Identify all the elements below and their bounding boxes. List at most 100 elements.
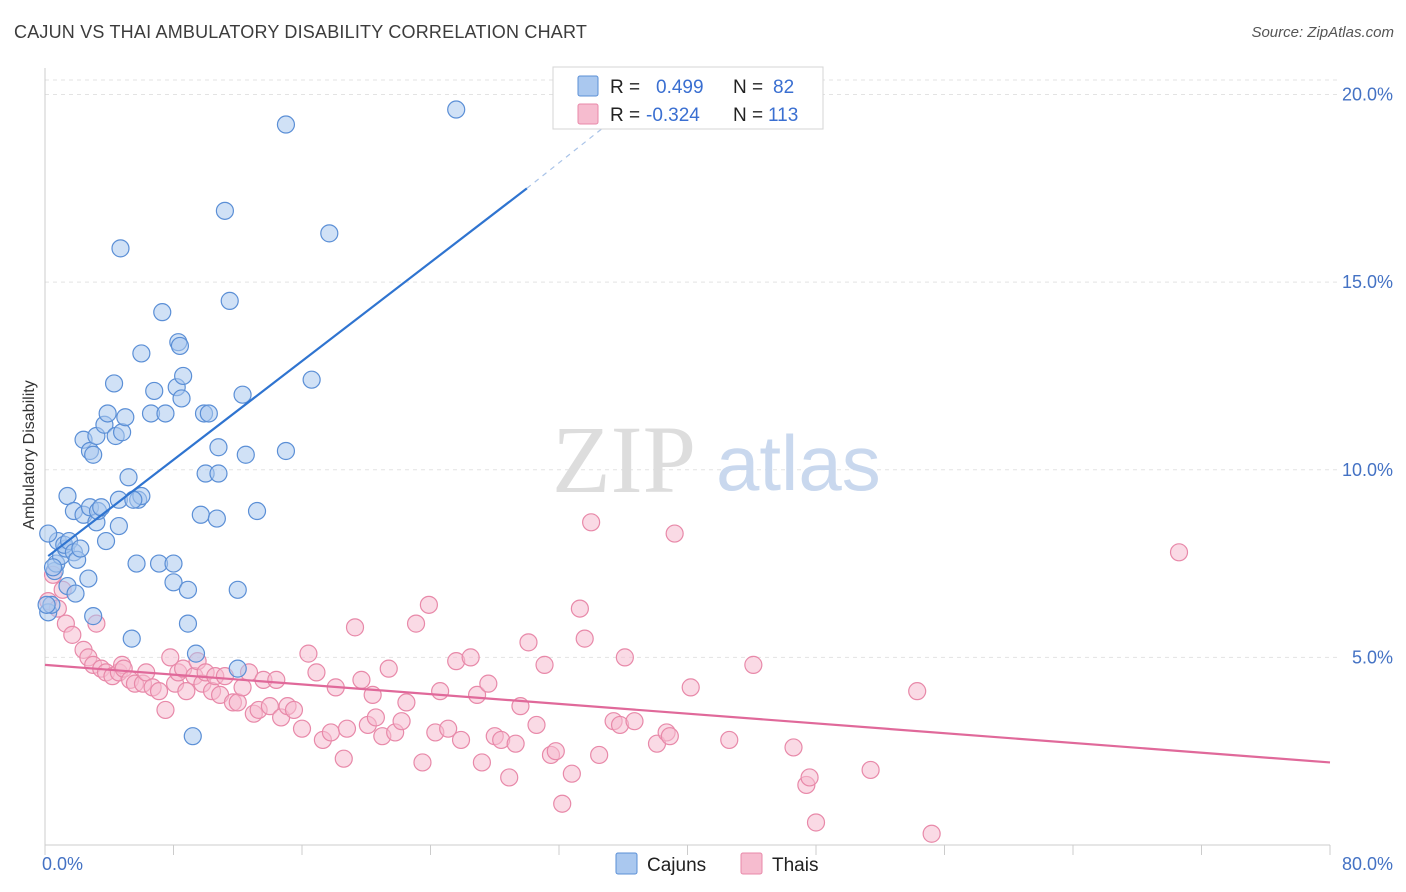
legend-n-value-cajun: 82 (773, 77, 794, 98)
y-tick-label-3: 20.0% (1342, 85, 1393, 105)
chart-title: CAJUN VS THAI AMBULATORY DISABILITY CORR… (14, 22, 588, 42)
thai-point-96 (615, 648, 634, 667)
cajun-point-59 (215, 201, 234, 220)
source-label: Source: ZipAtlas.com (1251, 24, 1394, 41)
y-tick-label-0: 5.0% (1352, 647, 1393, 667)
cajun-point-60 (220, 291, 239, 310)
legend-r-value-thai: -0.324 (646, 105, 700, 126)
thai-point-89 (562, 764, 581, 783)
cajun-point-34 (119, 468, 138, 487)
thai-point-50 (307, 663, 326, 682)
thai-point-109 (861, 760, 880, 780)
cajun-point-73 (178, 580, 198, 599)
thai-point-62 (379, 659, 398, 678)
cajun-point-50 (199, 404, 218, 423)
cajun-point-54 (236, 445, 255, 464)
x-tick-label-0: 0.0% (42, 854, 83, 874)
bottom-legend: Cajuns Thais (615, 852, 818, 876)
y-tick-label-1: 10.0% (1342, 460, 1393, 480)
thai-point-52 (321, 723, 341, 742)
thai-point-65 (397, 693, 416, 712)
thai-point-71 (439, 719, 458, 738)
thai-point-70 (431, 682, 450, 701)
cajun-point-61 (233, 385, 252, 404)
cajun-point-56 (207, 509, 226, 528)
watermark-zip: ZIP (552, 406, 696, 513)
thai-point-67 (413, 753, 432, 772)
cajun-point-21 (92, 498, 111, 517)
thai-point-112 (1169, 543, 1189, 562)
cajun-point-81 (43, 558, 63, 577)
thai-point-22 (156, 700, 175, 720)
cajun-point-71 (164, 554, 183, 573)
thai-point-66 (406, 614, 426, 633)
thai-point-84 (527, 715, 546, 735)
cajun-point-25 (84, 445, 103, 464)
thai-point-111 (922, 824, 941, 843)
thai-point-88 (553, 794, 572, 813)
legend-n-label-cajun: N = (733, 77, 763, 98)
cajun-point-27 (98, 404, 117, 423)
thai-point-81 (506, 734, 525, 753)
cajun-trend-extension (526, 124, 608, 189)
cajun-point-72 (164, 573, 183, 592)
grid (45, 79, 1338, 658)
legend: R = 0.499 N = 82 R = -0.324 N = 113 (552, 66, 824, 130)
cajun-point-77 (228, 659, 247, 678)
cajun-point-57 (247, 501, 267, 521)
watermark-atlas: atlas (716, 419, 881, 507)
thai-point-47 (284, 700, 304, 720)
cajun-point-31 (109, 516, 128, 536)
thai-point-102 (681, 678, 700, 697)
cajun-point-48 (174, 366, 193, 386)
cajun-point-51 (209, 438, 228, 457)
thai-trend-line (44, 663, 1331, 764)
cajun-point-66 (447, 100, 466, 119)
cajun-point-74 (228, 580, 247, 599)
cajun-point-58 (111, 239, 130, 258)
thai-point-103 (720, 730, 739, 750)
thai-point-97 (625, 712, 644, 731)
cajun-point-79 (37, 595, 56, 614)
legend-r-label-cajun: R = (610, 77, 640, 98)
cajun-point-80 (39, 524, 58, 543)
thai-point-105 (784, 738, 803, 757)
y-tick-labels: 5.0% 10.0% 15.0% 20.0% (1342, 85, 1393, 668)
cajun-point-14 (79, 569, 98, 588)
cajun-point-55 (191, 505, 210, 524)
thai-point-75 (467, 685, 487, 705)
thai-point-43 (260, 697, 279, 716)
bottom-legend-swatch-cajun (615, 852, 638, 875)
thai-point-60 (366, 708, 385, 727)
thai-point-55 (337, 719, 357, 738)
thai-point-64 (392, 712, 411, 731)
cajun-point-40 (132, 344, 151, 363)
cajun-point-78 (183, 727, 202, 746)
thai-point-68 (419, 595, 438, 614)
thai-point-27 (177, 682, 196, 701)
thai-point-23 (161, 648, 180, 667)
bottom-legend-label-cajun: Cajuns (647, 855, 706, 876)
cajun-point-37 (124, 490, 143, 509)
thai-point-56 (345, 618, 365, 637)
thai-point-77 (479, 674, 498, 693)
cajun-point-65 (276, 115, 296, 134)
cajun-point-53 (209, 464, 228, 483)
cajun-point-62 (276, 441, 296, 461)
legend-n-label-thai: N = (733, 105, 763, 126)
thai-point-87 (546, 742, 565, 761)
cajun-point-15 (58, 486, 77, 506)
legend-r-value-cajun: 0.499 (656, 77, 704, 98)
cajun-point-68 (122, 629, 141, 648)
y-tick-label-2: 15.0% (1342, 272, 1393, 292)
cajun-point-46 (170, 336, 190, 356)
cajun-point-38 (104, 374, 124, 393)
thai-point-83 (519, 633, 538, 652)
thai-point-107 (800, 768, 819, 787)
thai-point-48 (292, 719, 312, 738)
thai-point-104 (744, 655, 763, 674)
bottom-legend-label-thai: Thais (772, 855, 818, 876)
thai-point-21 (149, 682, 169, 701)
y-axis-label: Ambulatory Disability (21, 380, 38, 529)
